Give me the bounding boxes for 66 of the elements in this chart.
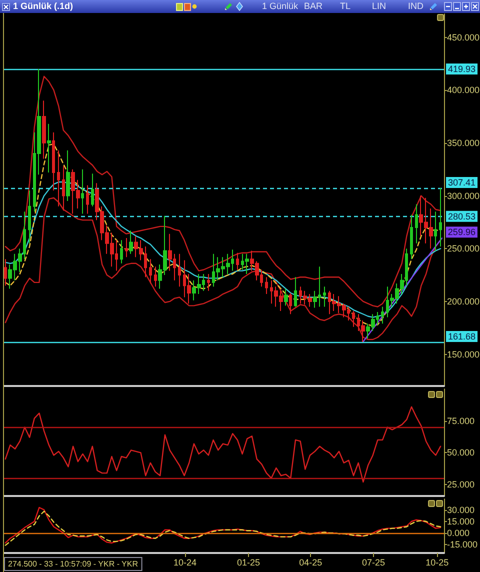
- candlestick: [4, 258, 7, 286]
- candlestick: [42, 100, 46, 160]
- candlestick: [149, 258, 152, 284]
- x-tick-label: 07-25: [362, 558, 386, 568]
- candlestick: [207, 273, 210, 292]
- y-tick-label: 150.000: [447, 349, 480, 360]
- candlestick: [236, 252, 239, 270]
- data-label: 259.96: [448, 227, 476, 238]
- candlestick: [284, 288, 288, 306]
- text: 274.500 - 33 - 10:57:09 - YKR - YKR: [8, 560, 138, 568]
- candlestick: [66, 150, 70, 202]
- y-tick-label: 30.000: [447, 504, 475, 515]
- y-tick-label: 400.000: [447, 85, 480, 96]
- y-tick-label: 25.000: [447, 480, 475, 490]
- candlestick: [120, 240, 123, 264]
- text: BAR: [304, 0, 323, 13]
- candlestick: [245, 253, 249, 274]
- candlestick: [178, 253, 181, 288]
- line-series: [4, 197, 442, 340]
- candlestick: [415, 204, 418, 244]
- x-tick-label: 01-25: [237, 558, 260, 568]
- line-series: [4, 406, 442, 483]
- line-series: [4, 181, 442, 318]
- candlestick: [86, 184, 89, 214]
- text: IND: [408, 0, 424, 13]
- candlestick: [125, 238, 128, 258]
- candlestick: [323, 286, 326, 308]
- y-tick-label: 450.000: [447, 32, 480, 42]
- candlestick: [381, 306, 384, 324]
- candlestick: [52, 132, 55, 191]
- x-tick-label: 10-24: [173, 558, 196, 568]
- candlestick: [434, 211, 437, 252]
- text: LIN: [372, 0, 386, 13]
- y-tick-label: 200.000: [447, 296, 480, 306]
- candlestick: [57, 150, 60, 207]
- ref-line-label: 161.68: [448, 331, 476, 342]
- text: 1 Günlük: [262, 0, 298, 13]
- candlestick: [439, 187, 442, 247]
- ref-line-label: 419.93: [448, 64, 476, 74]
- candlestick: [62, 166, 65, 212]
- y-tick-label: 50.000: [447, 448, 475, 458]
- candlestick: [81, 168, 84, 214]
- y-tick-label: 250.000: [447, 244, 480, 254]
- candlestick: [410, 214, 413, 260]
- y-tick-label: 0.000: [447, 528, 470, 538]
- candlestick: [294, 276, 297, 308]
- candlestick: [265, 276, 268, 295]
- y-tick-label: 15.000: [447, 516, 475, 526]
- candlestick: [154, 266, 157, 288]
- ref-line-label: 307.41: [448, 177, 476, 188]
- y-tick-label: 75.000: [447, 416, 475, 426]
- ref-line-label: 280.53: [448, 211, 476, 222]
- candlestick: [129, 230, 133, 254]
- candlestick: [28, 190, 31, 244]
- line-series: [4, 76, 442, 308]
- y-tick-label: 350.000: [447, 138, 480, 148]
- text: TL: [340, 0, 351, 13]
- candlestick: [289, 292, 292, 315]
- x-tick-label: 10-25: [426, 558, 449, 568]
- chart-title: 1 Günlük (.1d): [13, 0, 74, 13]
- candlestick: [352, 310, 355, 328]
- y-tick-label: -15.000: [447, 540, 478, 550]
- y-tick-label: 300.000: [447, 190, 480, 201]
- x-tick-label: 04-25: [299, 558, 322, 568]
- candlestick: [47, 123, 51, 174]
- candlestick: [91, 173, 94, 207]
